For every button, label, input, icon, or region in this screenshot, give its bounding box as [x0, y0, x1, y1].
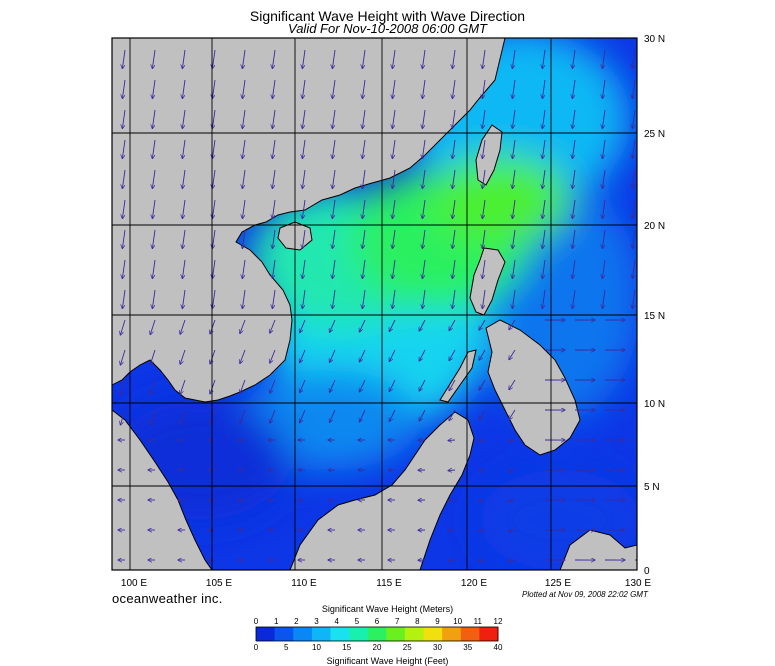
legend-swatch	[368, 627, 387, 641]
legend-tick-meters: 2	[294, 617, 299, 626]
legend-swatch	[312, 627, 331, 641]
lat-labels: 30 N 25 N 20 N 15 N 10 N 5 N 0	[644, 34, 665, 577]
legend-title-meters: Significant Wave Height (Meters)	[0, 604, 775, 614]
lon-label: 105 E	[206, 578, 232, 589]
legend-tick-meters: 9	[435, 617, 440, 626]
legend-tick-feet: 10	[312, 643, 321, 652]
legend-swatch	[424, 627, 443, 641]
legend-tick-feet: 30	[433, 643, 442, 652]
legend-tick-meters: 1	[274, 617, 279, 626]
legend-swatch	[349, 627, 368, 641]
legend-tick-meters: 7	[395, 617, 400, 626]
lon-label: 115 E	[376, 578, 402, 589]
plotted-timestamp: Plotted at Nov 09, 2008 22:02 GMT	[522, 590, 648, 599]
legend-tick-feet: 35	[463, 643, 472, 652]
legend-tick-meters: 10	[453, 617, 462, 626]
legend-tick-meters: 0	[254, 617, 259, 626]
lat-label: 20 N	[644, 221, 665, 232]
lat-label: 0	[644, 566, 650, 577]
legend-swatch	[386, 627, 405, 641]
wave-arrow	[448, 470, 455, 471]
legend-tick-meters: 11	[474, 617, 483, 626]
lon-label: 120 E	[461, 578, 487, 589]
legend-tick-meters: 8	[415, 617, 420, 626]
legend-swatch	[461, 627, 480, 641]
lat-label: 30 N	[644, 34, 665, 45]
legend-tick-meters: 4	[334, 617, 339, 626]
lon-labels: 100 E 105 E 110 E 115 E 120 E 125 E 130 …	[121, 578, 651, 589]
legend-swatch	[275, 627, 294, 641]
lat-label: 10 N	[644, 399, 665, 410]
legend-tick-feet: 25	[403, 643, 412, 652]
legend-tick-feet: 15	[342, 643, 351, 652]
lat-label: 15 N	[644, 311, 665, 322]
legend-tick-feet: 0	[254, 643, 259, 652]
lat-label: 5 N	[644, 482, 660, 493]
legend-swatch	[405, 627, 424, 641]
lon-label: 100 E	[121, 578, 147, 589]
legend-tick-feet: 20	[373, 643, 382, 652]
lon-label: 125 E	[545, 578, 571, 589]
legend-tick-meters: 3	[314, 617, 319, 626]
wave-arrow	[448, 440, 455, 441]
legend-swatch	[479, 627, 498, 641]
legend-swatch	[256, 627, 275, 641]
legend-tick-meters: 12	[494, 617, 503, 626]
wave-arrow	[448, 500, 455, 501]
lat-label: 25 N	[644, 129, 665, 140]
legend-tick-feet: 5	[284, 643, 289, 652]
legend-tick-feet: 40	[494, 643, 503, 652]
lon-label: 130 E	[625, 578, 651, 589]
legend-tick-meters: 6	[375, 617, 380, 626]
lon-label: 110 E	[291, 578, 317, 589]
legend-swatch	[442, 627, 461, 641]
wave-arrow	[448, 530, 455, 531]
legend-color-bar	[256, 627, 499, 641]
wave-arrow	[448, 560, 455, 561]
legend-tick-meters: 5	[355, 617, 360, 626]
legend-swatch	[330, 627, 349, 641]
legend-swatch	[293, 627, 312, 641]
